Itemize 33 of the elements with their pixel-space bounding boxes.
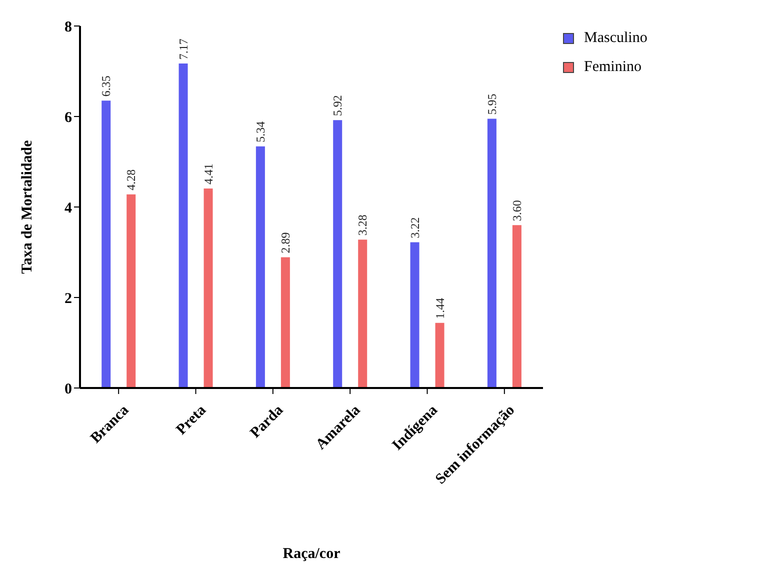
y-tick-label: 4: [64, 200, 72, 216]
y-tick-label: 8: [64, 19, 72, 36]
data-label: 2.89: [278, 232, 292, 254]
bar: [102, 100, 111, 388]
bar: [280, 257, 290, 388]
bar: [358, 240, 368, 388]
x-axis-title: Raça/cor: [282, 546, 341, 562]
data-label: 7.17: [176, 38, 190, 60]
y-tick-label: 2: [64, 290, 72, 307]
legend-label: Feminino: [584, 59, 642, 76]
data-label: 3.60: [510, 200, 524, 222]
legend-label: Masculino: [584, 30, 648, 47]
data-label: 4.28: [124, 169, 138, 190]
y-tick-label: 0: [64, 381, 72, 398]
bar: [256, 146, 265, 388]
data-label: 3.22: [408, 217, 422, 238]
bar: [178, 64, 188, 388]
bar: [204, 188, 213, 388]
y-tick-label: 6: [64, 110, 72, 126]
data-label: 5.92: [330, 95, 345, 116]
y-axis-title: Taxa de Mortalidade: [19, 140, 36, 274]
data-label: 6.35: [99, 76, 114, 97]
data-label: 3.28: [356, 214, 370, 236]
data-label: 4.41: [201, 163, 216, 184]
bar: [410, 242, 420, 388]
bar: [512, 225, 522, 388]
data-label: 5.95: [484, 94, 499, 115]
data-label: 5.34: [253, 121, 268, 142]
bar: [333, 120, 342, 388]
bar: [487, 118, 496, 388]
data-label: 1.44: [432, 298, 447, 319]
bar: [435, 322, 444, 388]
bar: [126, 194, 136, 388]
